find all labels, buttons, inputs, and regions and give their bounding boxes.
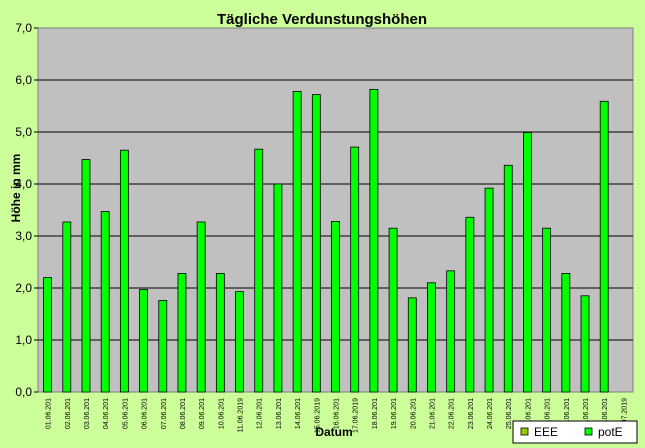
bar-pote-8: [177, 273, 187, 393]
legend-swatch-eee: [520, 427, 529, 436]
bar-pote-10: [215, 273, 225, 393]
x-tick-label: 08.06.201: [180, 398, 187, 429]
x-tick-label: 27.06.201: [545, 398, 552, 429]
bar-pote-25: [503, 164, 513, 393]
x-tick-label: 24.06.201: [487, 398, 494, 429]
x-tick-label: 18.06.201: [372, 398, 379, 429]
bar-pote-26: [523, 132, 532, 393]
bar-pote-4: [100, 211, 110, 393]
x-tick-label: 17.06.2019: [353, 398, 360, 433]
bar-pote-29: [580, 295, 590, 393]
x-tick-label: 16.06.201: [334, 398, 341, 429]
legend: EEE potE: [512, 420, 638, 444]
legend-box: [512, 420, 638, 444]
bar-pote-27: [542, 227, 552, 393]
x-tick-label: 14.06.201: [295, 398, 302, 429]
x-tick-label: 20.06.201: [410, 398, 417, 429]
y-tick-label: 7,0: [15, 21, 32, 35]
x-tick-label: 12.06.201: [257, 398, 264, 429]
bar-pote-14: [292, 91, 302, 393]
x-tick-label: 10.06.201: [218, 398, 225, 429]
bar-pote-21: [427, 282, 436, 393]
x-tick-label: 11.06.2019: [238, 398, 245, 433]
bar-pote-20: [407, 297, 417, 393]
bar-pote-2: [62, 221, 72, 393]
x-tick-label: 22.06.201: [449, 398, 456, 429]
x-tick-label: 25.06.201: [506, 398, 513, 429]
x-tick-label: 09.06.201: [199, 398, 206, 429]
bar-pote-3: [81, 159, 91, 393]
y-tick-label: 2,0: [15, 281, 32, 295]
y-tick-labels: 0,0 1,0 2,0 3,0 4,0 5,0 6,0 7,0: [15, 21, 32, 399]
x-tick-label: 15.06.2019: [314, 398, 321, 433]
y-tick-label: 5,0: [15, 125, 32, 139]
bar-pote-16: [331, 221, 340, 393]
bar-pote-17: [350, 146, 360, 393]
y-tick-label: 4,0: [15, 177, 32, 191]
x-tick-label: 21.06.201: [429, 398, 436, 429]
bar-pote-6: [139, 289, 148, 393]
bar-pote-1: [43, 277, 52, 393]
bar-pote-12: [254, 148, 264, 393]
chart-title: Tägliche Verdunstungshöhen: [217, 11, 427, 28]
x-tick-label: 05.06.201: [122, 398, 129, 429]
bar-pote-24: [484, 187, 494, 393]
x-tick-label: 06.06.201: [142, 398, 149, 429]
x-tick-label: 01.07.2019: [621, 398, 628, 433]
x-tick-label: 23.06.201: [468, 398, 475, 429]
x-tick-label: 26.06.201: [525, 398, 532, 429]
bar-pote-18: [369, 88, 379, 393]
x-tick-label: 30.06.201: [602, 398, 609, 429]
legend-label-pote: potE: [598, 425, 623, 439]
y-tick-label: 1,0: [15, 333, 32, 347]
bar-pote-23: [465, 216, 475, 393]
x-tick-label: 29.06.201: [583, 398, 590, 429]
legend-label-eee: EEE: [534, 425, 558, 439]
bar-pote-15: [311, 94, 321, 393]
x-tick-label: 04.06.201: [103, 398, 110, 429]
x-tick-label: 19.06.201: [391, 398, 398, 429]
x-tick-label: 01.06.201: [46, 398, 53, 429]
bar-pote-11: [235, 291, 244, 393]
x-tick-label: 07.06.201: [161, 398, 168, 429]
legend-swatch-pote: [584, 427, 593, 436]
x-tick-label: 13.06.201: [276, 398, 283, 429]
y-tick-label: 3,0: [15, 229, 32, 243]
bar-pote-28: [561, 273, 571, 393]
bar-pote-30: [599, 100, 609, 393]
x-tick-label: 03.06.201: [84, 398, 91, 429]
bar-pote-7: [158, 300, 168, 393]
y-axis-label: Höhe in mm: [9, 154, 23, 223]
x-tick-label: 02.06.201: [65, 398, 72, 429]
x-tick-labels: 01.06.201 02.06.201 03.06.201 04.06.201 05.0…: [46, 398, 629, 433]
y-tick-label: 0,0: [15, 385, 32, 399]
y-tick-label: 6,0: [15, 73, 32, 87]
x-axis-label: Datum: [315, 425, 352, 439]
bar-pote-9: [196, 221, 206, 393]
bar-pote-5: [119, 149, 129, 393]
bar-pote-22: [446, 270, 456, 393]
bar-pote-19: [388, 227, 398, 393]
x-tick-label: 28.06.201: [564, 398, 571, 429]
bar-pote-13: [273, 183, 283, 393]
bars: [43, 88, 609, 393]
